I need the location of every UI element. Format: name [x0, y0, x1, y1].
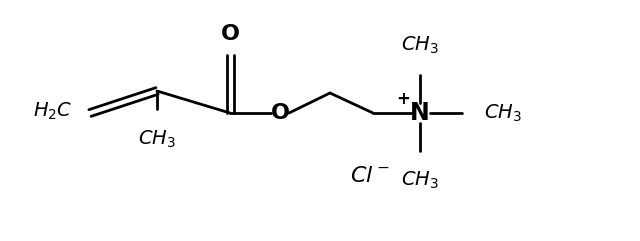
- Text: $CH_3$: $CH_3$: [138, 129, 176, 150]
- Text: O: O: [271, 103, 289, 123]
- Text: +: +: [396, 90, 410, 108]
- Text: N: N: [410, 101, 430, 125]
- Text: $CH_3$: $CH_3$: [484, 102, 522, 124]
- Text: O: O: [221, 24, 239, 44]
- Text: $H_2C$: $H_2C$: [33, 100, 72, 122]
- Text: $CH_3$: $CH_3$: [401, 35, 439, 56]
- Text: $Cl^-$: $Cl^-$: [350, 166, 390, 186]
- Text: $CH_3$: $CH_3$: [401, 170, 439, 191]
